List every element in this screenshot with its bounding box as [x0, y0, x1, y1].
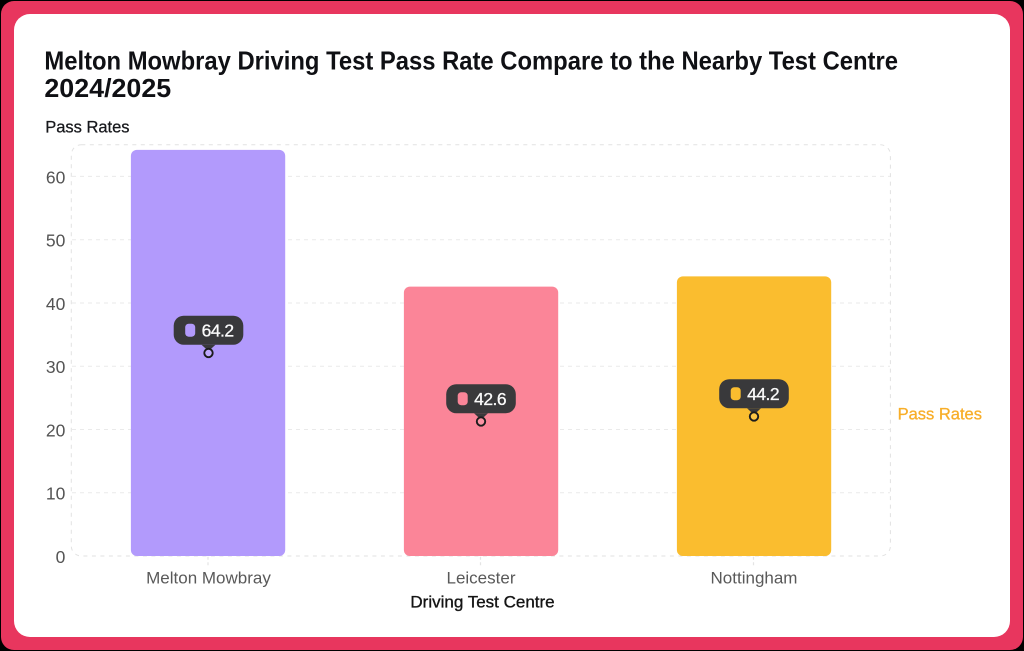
svg-text:10: 10 — [46, 484, 66, 504]
svg-text:44.2: 44.2 — [747, 384, 779, 404]
svg-text:42.6: 42.6 — [474, 389, 506, 409]
svg-text:Nottingham: Nottingham — [711, 569, 798, 588]
svg-text:64.2: 64.2 — [202, 321, 234, 341]
svg-text:Melton Mowbray Driving Test Pa: Melton Mowbray Driving Test Pass Rate Co… — [44, 45, 898, 75]
svg-text:60: 60 — [46, 167, 66, 187]
svg-text:Melton Mowbray: Melton Mowbray — [146, 569, 271, 588]
svg-text:2024/2025: 2024/2025 — [44, 73, 171, 103]
svg-text:Pass Rates: Pass Rates — [898, 406, 982, 424]
svg-text:30: 30 — [46, 357, 66, 377]
svg-text:20: 20 — [46, 421, 66, 441]
svg-text:40: 40 — [46, 294, 66, 314]
svg-text:Pass Rates: Pass Rates — [45, 118, 129, 136]
svg-text:0: 0 — [56, 547, 66, 567]
svg-text:Driving Test Centre: Driving Test Centre — [410, 593, 554, 612]
svg-text:Leicester: Leicester — [447, 569, 516, 588]
svg-text:50: 50 — [46, 231, 66, 251]
